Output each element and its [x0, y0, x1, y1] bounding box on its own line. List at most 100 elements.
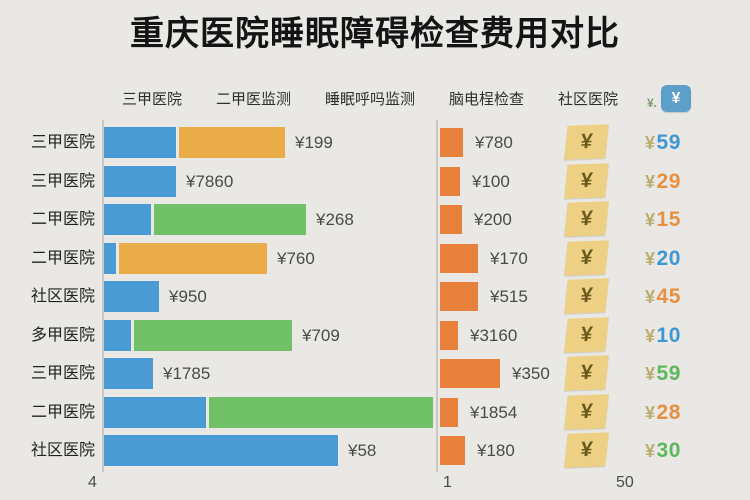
mid-bar — [440, 436, 465, 465]
right-value-label: ¥10 — [645, 320, 681, 351]
bar-value-label: ¥268 — [316, 210, 354, 229]
chart-row: 二甲医院 ¥1854 ¥ ¥28 — [0, 393, 750, 430]
yen-badge-icon: ¥ — [564, 201, 609, 237]
row-label: 三甲医院 — [30, 134, 95, 151]
chart-row: 多甲医院 ¥709 ¥3160 ¥ ¥10 — [0, 316, 750, 353]
yen-small-label: ¥. — [647, 96, 658, 110]
chart-row: 社区医院 ¥950 ¥515 ¥ ¥45 — [0, 278, 750, 314]
legend-item: 三甲医院 — [122, 91, 183, 108]
yen-prefix: ¥ — [645, 287, 656, 307]
legend: 三甲医院 二甲医监测 睡眠呼吗监测 脑电桯检查 社区医院 — [122, 88, 618, 109]
mid-bar — [440, 359, 500, 388]
orange-bar-segment — [119, 242, 267, 274]
mid-bar — [440, 243, 478, 273]
legend-item: 二甲医监测 — [215, 91, 291, 108]
right-value-label: ¥45 — [645, 281, 681, 312]
right-value-label: ¥29 — [645, 166, 681, 197]
bar-value-label: ¥950 — [169, 287, 207, 306]
yen-prefix: ¥ — [645, 441, 656, 461]
blue-bar-segment — [104, 127, 176, 158]
right-value-number: 29 — [656, 169, 681, 193]
mid-bar-value-label: ¥350 — [512, 364, 550, 383]
yen-badge-icon: ¥ — [564, 239, 609, 276]
bar-value-label: ¥7860 — [186, 171, 234, 191]
yen-badge-icon: ¥ — [564, 355, 609, 391]
yen-badge-icon: ¥ — [564, 432, 609, 468]
right-value-label: ¥30 — [645, 435, 681, 466]
mid-bar — [440, 320, 458, 350]
mid-axis-line — [436, 120, 438, 472]
green-bar-segment — [154, 204, 306, 235]
yen-prefix: ¥ — [645, 364, 656, 384]
row-label: 三甲医院 — [30, 172, 95, 190]
row-label: 三甲医院 — [30, 365, 95, 382]
mid-bar-value-label: ¥180 — [477, 441, 515, 460]
right-value-number: 28 — [656, 400, 681, 424]
right-value-number: 59 — [656, 131, 681, 154]
mid-bar-value-label: ¥1854 — [470, 402, 518, 422]
bar-group — [104, 242, 267, 274]
yen-prefix: ¥ — [645, 171, 656, 192]
x-axis-tick: 4 — [88, 474, 97, 491]
right-value-number: 10 — [656, 323, 681, 347]
right-value-label: ¥15 — [645, 204, 681, 235]
mid-bar-value-label: ¥515 — [490, 287, 528, 306]
bar-group — [104, 358, 153, 389]
mid-bar-value-label: ¥780 — [475, 133, 513, 152]
mid-bar — [440, 397, 458, 427]
row-label: 社区医院 — [30, 288, 95, 305]
blue-bar-segment — [104, 358, 153, 389]
right-value-label: ¥59 — [645, 358, 681, 389]
mid-bar-value-label: ¥200 — [474, 210, 512, 229]
bar-group — [104, 319, 292, 351]
blue-bar-segment — [104, 242, 116, 274]
bar-value-label: ¥199 — [295, 133, 333, 152]
legend-item: 脑电桯检查 — [448, 91, 524, 108]
blue-bar-segment — [104, 435, 338, 466]
bar-value-label: ¥709 — [302, 325, 340, 345]
mid-bar — [440, 205, 462, 234]
yen-prefix: ¥ — [645, 248, 656, 269]
yen-prefix: ¥ — [645, 402, 656, 423]
bar-group — [104, 435, 338, 466]
blue-bar-segment — [104, 204, 151, 235]
chart-row: 社区医院 ¥58 ¥180 ¥ ¥30 — [0, 432, 750, 468]
bar-group — [104, 281, 159, 312]
yen-badge-icon: ¥ — [564, 316, 609, 353]
chart-row: 三甲医院 ¥1785 ¥350 ¥ ¥59 — [0, 355, 750, 391]
row-label: 二甲医院 — [30, 249, 95, 267]
chart-row: 三甲医院 ¥199 ¥780 ¥ ¥59 — [0, 124, 750, 160]
right-value-label: ¥28 — [645, 397, 681, 428]
mid-bar — [440, 128, 463, 157]
bar-value-label: ¥760 — [277, 248, 315, 268]
chart-row: 三甲医院 ¥7860 ¥100 ¥ ¥29 — [0, 162, 750, 199]
mid-bar-value-label: ¥3160 — [470, 325, 518, 345]
right-value-number: 20 — [656, 246, 681, 270]
yen-prefix: ¥ — [645, 133, 656, 153]
right-value-number: 15 — [656, 208, 681, 231]
row-label: 多甲医院 — [30, 326, 95, 344]
right-value-label: ¥20 — [645, 243, 681, 274]
orange-bar-segment — [179, 127, 285, 158]
blue-bar-segment — [104, 165, 176, 197]
yen-badge-icon: ¥ — [564, 393, 609, 430]
right-value-number: 59 — [656, 362, 681, 385]
bar-group — [104, 396, 433, 428]
x-axis-tick: 1 — [443, 474, 452, 491]
chart-title: 重庆医院睡眠障碍检查费用对比 — [130, 15, 620, 53]
green-bar-segment — [209, 396, 433, 428]
legend-item: 睡眠呼吗监测 — [324, 91, 415, 108]
row-label: 二甲医院 — [30, 403, 95, 421]
mid-bar — [440, 282, 478, 311]
row-label: 二甲医院 — [30, 211, 95, 228]
legend-item: 社区医院 — [557, 91, 618, 108]
yen-prefix: ¥ — [645, 325, 656, 346]
currency-badge-icon: ¥ — [661, 85, 691, 112]
right-value-number: 30 — [656, 439, 681, 462]
right-value-label: ¥59 — [645, 127, 681, 158]
bar-value-label: ¥58 — [348, 441, 377, 460]
right-value-number: 45 — [656, 285, 681, 308]
green-bar-segment — [134, 319, 292, 351]
blue-bar-segment — [104, 396, 206, 428]
